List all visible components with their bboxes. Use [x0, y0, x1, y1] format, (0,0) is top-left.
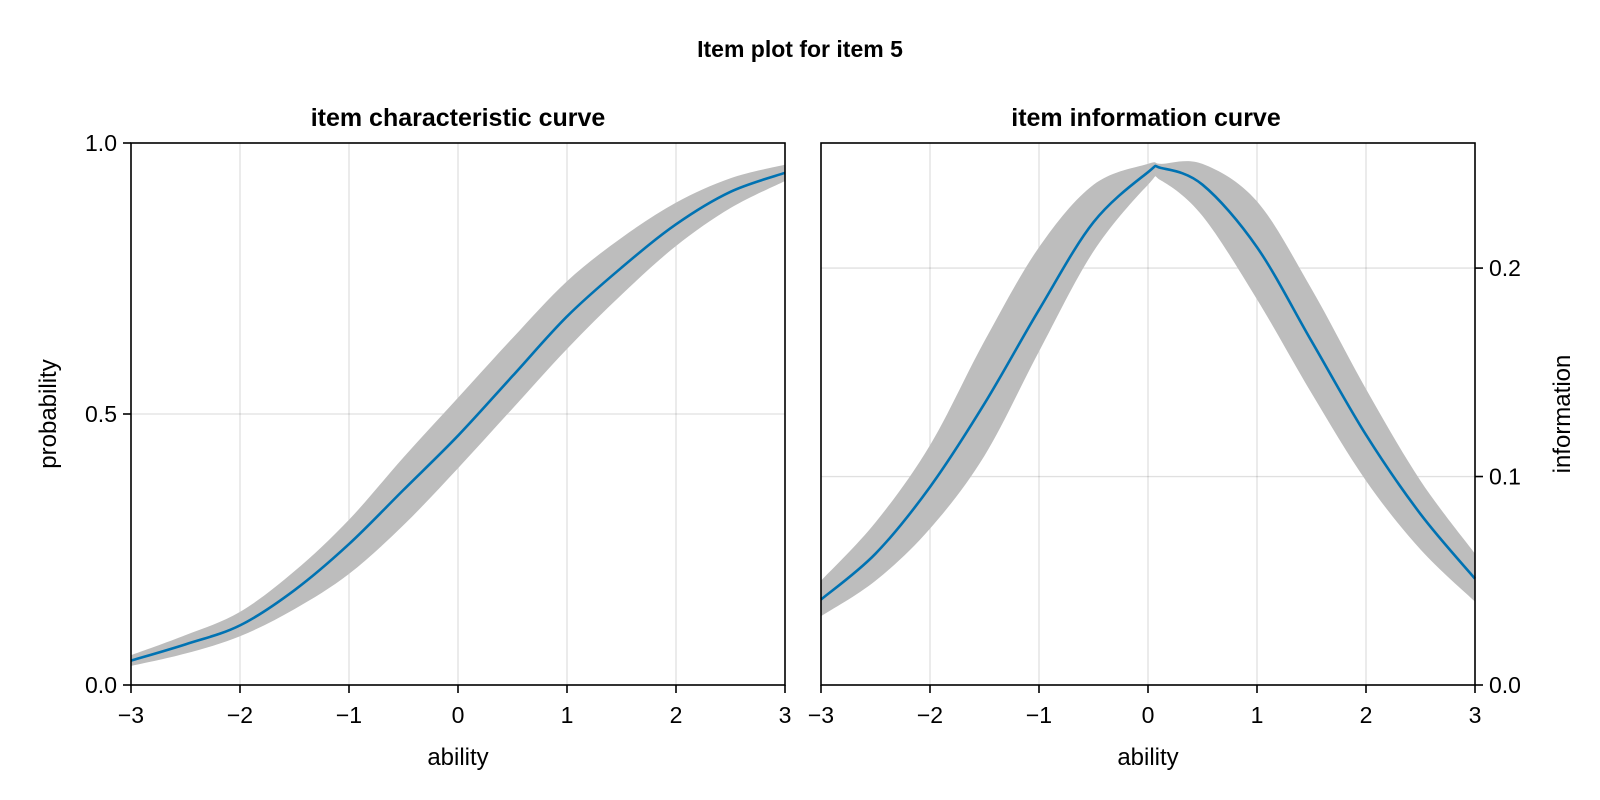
x-tick-label: −2: [227, 702, 253, 728]
x-tick-label: 0: [1142, 702, 1155, 728]
y-tick-label: 1.0: [85, 130, 117, 156]
x-tick-label: 2: [1360, 702, 1373, 728]
y-tick-label: 0.1: [1489, 464, 1521, 490]
x-tick-label: 2: [670, 702, 683, 728]
iic-curve: [820, 164, 1476, 601]
y-tick-label: 0.2: [1489, 255, 1521, 281]
x-tick-label: −1: [336, 702, 362, 728]
confidence-band: [131, 164, 785, 667]
x-tick-label: −3: [118, 702, 144, 728]
x-tick-label: 0: [452, 702, 465, 728]
panel-title: item information curve: [1011, 104, 1281, 132]
y-axis-label: probability: [35, 359, 62, 468]
icc-curve: [130, 171, 786, 662]
x-axis-label: ability: [427, 744, 488, 771]
axis-ticks: −3 −2 −1 0 1 2 3 0.0 0.1 0.2: [808, 255, 1521, 728]
x-tick-label: −3: [808, 702, 834, 728]
panel-title: item characteristic curve: [311, 104, 606, 132]
figure-title: Item plot for item 5: [697, 36, 903, 62]
y-tick-label: 0.0: [85, 672, 117, 698]
x-tick-label: 1: [1251, 702, 1264, 728]
y-tick-label: 0.0: [1489, 672, 1521, 698]
panel-item-information: item information curve −3 −2 −1 0 1 2 3 0.0 0.1 0…: [808, 104, 1576, 771]
x-axis-label: ability: [1117, 744, 1178, 771]
panel-item-characteristic: item characteristic curve −3 −2 −1 0 1 2 3 0.0 0…: [35, 104, 791, 771]
confidence-band: [821, 161, 1475, 617]
x-tick-label: −1: [1026, 702, 1052, 728]
x-tick-label: 3: [1469, 702, 1482, 728]
x-tick-label: 3: [779, 702, 792, 728]
y-axis-label: information: [1549, 355, 1576, 474]
y-tick-label: 0.5: [85, 401, 117, 427]
axis-ticks: −3 −2 −1 0 1 2 3 0.0 0.5 1.0: [85, 130, 791, 728]
x-tick-label: −2: [917, 702, 943, 728]
x-tick-label: 1: [561, 702, 574, 728]
